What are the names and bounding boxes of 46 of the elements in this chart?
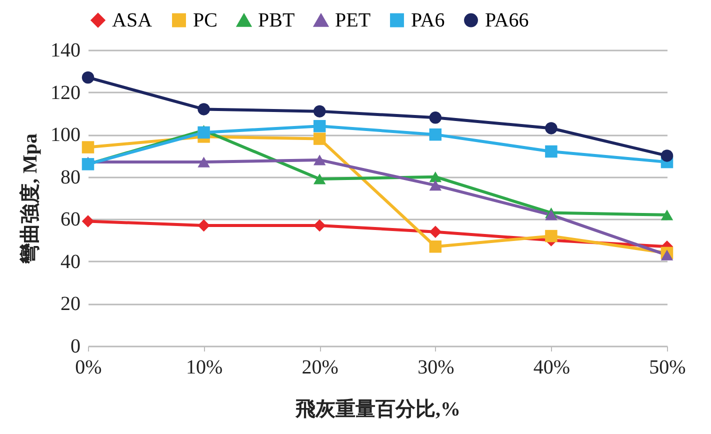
- y-tick-label: 140: [50, 40, 80, 62]
- x-axis-title: 飛灰重量百分比,%: [294, 398, 460, 420]
- point: [429, 112, 442, 124]
- point: [313, 154, 326, 166]
- x-tick-label: 20%: [302, 356, 338, 378]
- legend-label: PA66: [485, 9, 529, 32]
- point: [198, 219, 210, 232]
- legend-label: PBT: [258, 10, 295, 32]
- point: [313, 105, 326, 118]
- point: [545, 122, 558, 134]
- point: [429, 172, 442, 182]
- legend-label: ASA: [112, 9, 153, 32]
- point: [660, 210, 674, 220]
- point: [545, 145, 558, 158]
- y-tick-label: 60: [60, 208, 80, 231]
- point: [545, 230, 558, 242]
- point: [198, 126, 210, 139]
- x-tick-label: 30%: [418, 356, 454, 378]
- point: [198, 103, 210, 116]
- point: [313, 174, 326, 184]
- y-tick-label: 100: [50, 124, 80, 146]
- x-tick-label: 0%: [75, 356, 102, 378]
- y-tick-label: 0: [70, 336, 80, 358]
- point: [313, 132, 326, 145]
- point: [429, 128, 442, 141]
- point: [660, 250, 674, 260]
- y-tick-label: 80: [60, 166, 80, 188]
- y-tick-label: 20: [60, 293, 80, 316]
- point: [660, 150, 674, 162]
- point: [82, 215, 94, 228]
- point: [82, 71, 94, 84]
- legend-label: PA6: [411, 9, 445, 32]
- legend-label: PET: [335, 10, 371, 32]
- point: [82, 141, 94, 154]
- x-tick-label: 10%: [186, 356, 223, 378]
- point: [429, 240, 442, 253]
- y-axis-title: 彎曲強度, Mpa: [18, 134, 42, 264]
- point: [429, 226, 442, 238]
- point: [313, 120, 326, 132]
- point: [198, 156, 210, 168]
- legend-label: PC: [193, 9, 218, 32]
- y-tick-label: 40: [60, 250, 80, 273]
- y-tick-label: 120: [50, 82, 80, 104]
- x-tick-label: 40%: [533, 356, 570, 378]
- point: [429, 180, 442, 191]
- x-tick-label: 50%: [649, 356, 686, 378]
